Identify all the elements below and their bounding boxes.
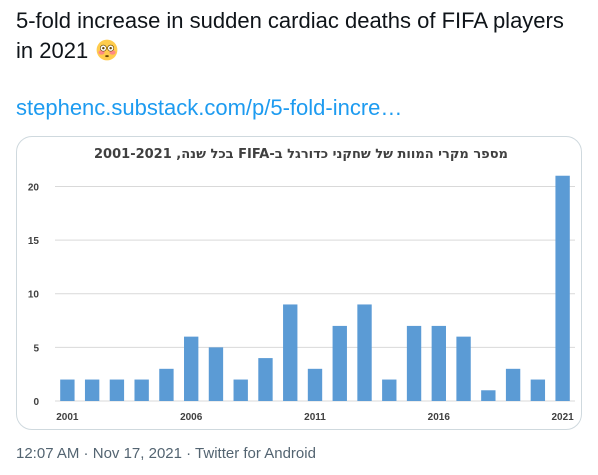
bar-2003 — [109, 379, 125, 401]
y-axis-ticks: 0 5 10 15 20 — [28, 182, 40, 408]
flushed-face-emoji-icon — [96, 39, 118, 61]
bar-2021 — [555, 175, 570, 401]
chart-image-card[interactable]: מספר מקרי המוות של שחקני כדורגל ב-FIFA ב… — [16, 136, 582, 430]
tweet-text: 5-fold increase in sudden cardiac deaths… — [16, 6, 576, 66]
x-tick-label: 2011 — [304, 412, 326, 423]
tweet-link[interactable]: stephenc.substack.com/p/5-fold-incre… — [16, 95, 403, 120]
bar-2005 — [159, 368, 174, 401]
bar-2001 — [60, 379, 75, 401]
tweet-time[interactable]: 12:07 AM — [16, 445, 80, 462]
y-tick-label: 20 — [28, 182, 40, 193]
bar-2017 — [456, 336, 471, 401]
meta-separator: · — [79, 445, 93, 462]
bar-chart: מספר מקרי המוות של שחקני כדורגל ב-FIFA ב… — [28, 147, 575, 423]
bars — [60, 175, 570, 401]
x-tick-label: 2006 — [180, 412, 203, 423]
bar-2015 — [406, 325, 422, 401]
bar-2020 — [530, 379, 546, 401]
bar-2016 — [431, 325, 446, 401]
tweet-meta: 12:07 AM · Nov 17, 2021 · Twitter for An… — [16, 444, 316, 464]
bar-2013 — [357, 304, 372, 401]
bar-2002 — [84, 379, 100, 401]
bar-2011 — [307, 368, 323, 401]
x-tick-label: 2021 — [551, 412, 574, 423]
x-tick-label: 2016 — [428, 412, 451, 423]
y-tick-label: 10 — [28, 290, 40, 301]
bar-2012 — [332, 325, 347, 401]
tweet-text-content: 5-fold increase in sudden cardiac deaths… — [16, 8, 564, 63]
y-tick-label: 0 — [33, 397, 39, 408]
bar-2014 — [382, 379, 397, 401]
bar-2009 — [258, 358, 273, 401]
chart-title: מספר מקרי המוות של שחקני כדורגל ב-FIFA ב… — [94, 147, 508, 162]
x-tick-label: 2001 — [56, 412, 79, 423]
bar-2008 — [233, 379, 248, 401]
y-tick-label: 5 — [33, 343, 39, 354]
tweet-source[interactable]: Twitter for Android — [195, 445, 316, 462]
bar-2007 — [208, 347, 224, 401]
bar-2018 — [481, 390, 496, 401]
bar-2019 — [505, 368, 521, 401]
meta-separator: · — [181, 445, 196, 462]
bar-2004 — [134, 379, 149, 401]
bar-2006 — [184, 336, 199, 401]
bar-2010 — [283, 304, 298, 401]
y-tick-label: 15 — [28, 236, 40, 247]
x-axis-ticks: 2001 2006 2011 2016 2021 — [56, 412, 574, 423]
tweet-date[interactable]: Nov 17, 2021 — [92, 445, 182, 462]
